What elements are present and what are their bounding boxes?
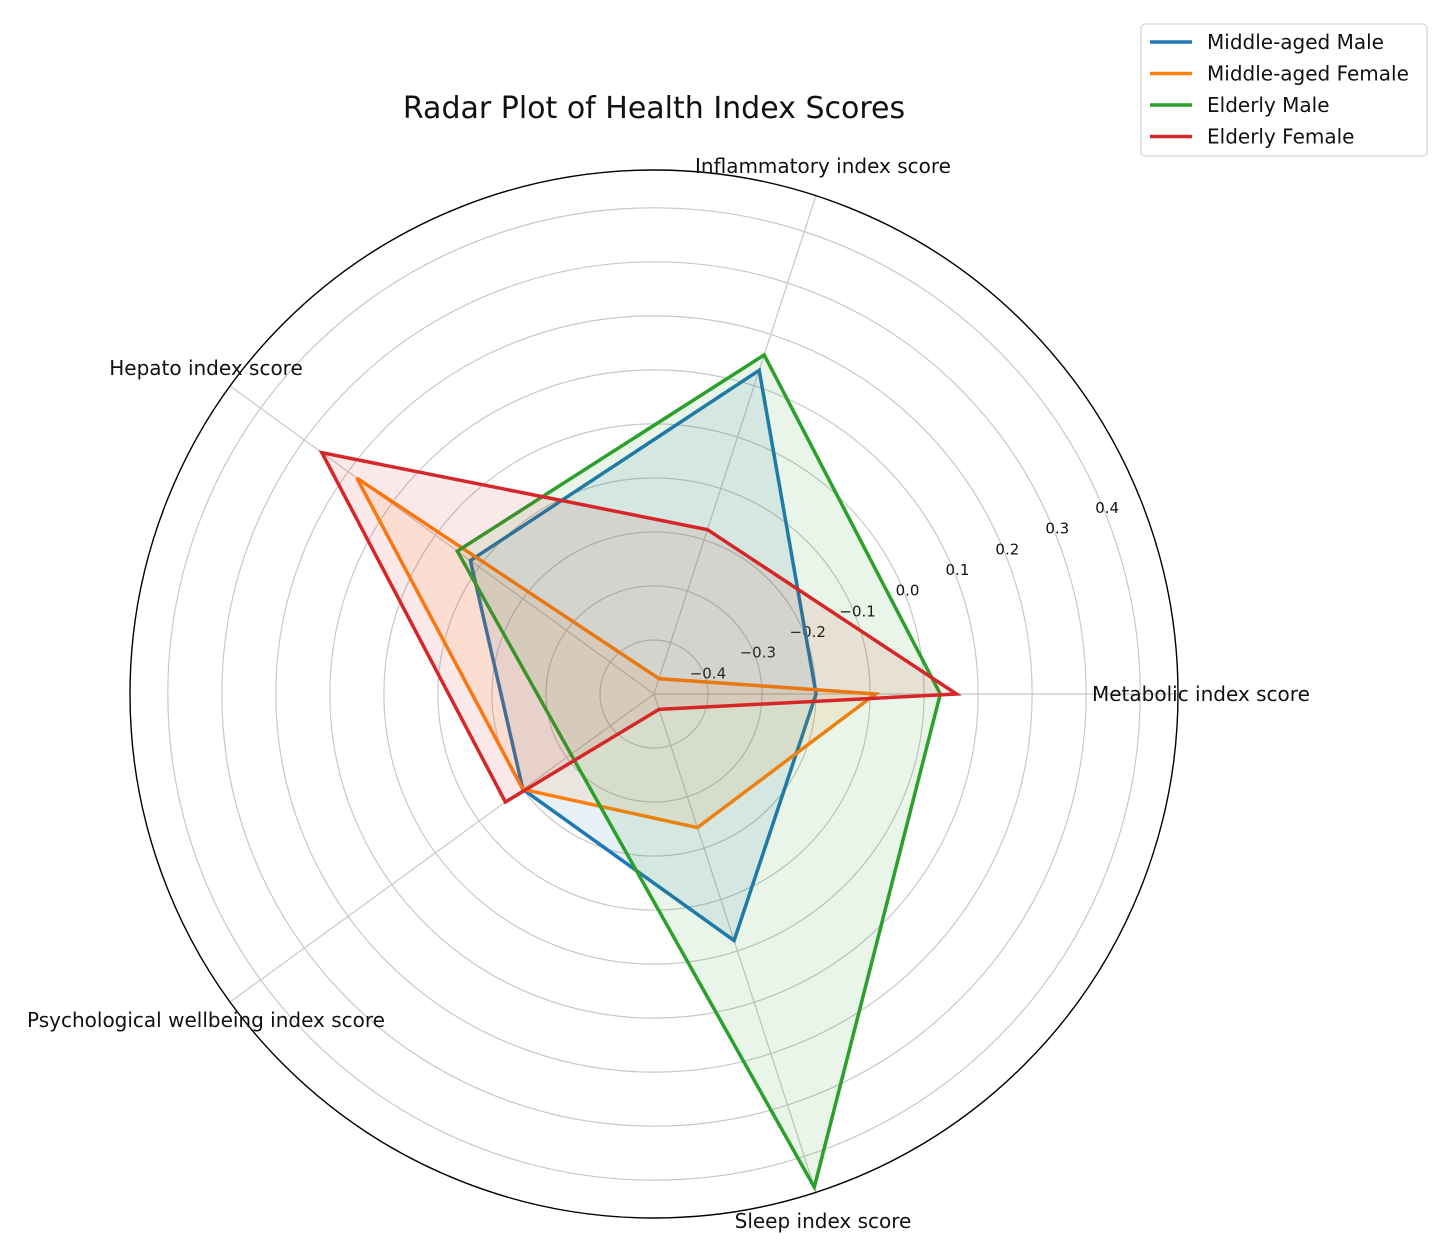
spoke-line — [653, 195, 817, 695]
axis-labels: Metabolic index score Inflammatory index … — [27, 154, 1310, 1233]
spoke-line — [229, 385, 655, 695]
series-line — [468, 367, 818, 944]
legend: Middle-aged Male Middle-aged Female Elderl… — [1140, 23, 1428, 157]
legend-label: Middle-aged Male — [1207, 30, 1384, 54]
legend-label: Elderly Male — [1207, 93, 1330, 117]
radial-tick-label: 0.1 — [946, 561, 970, 579]
series-line — [454, 352, 943, 1192]
radial-tick-label: −0.2 — [790, 623, 826, 641]
series-line — [355, 476, 881, 830]
legend-label: Middle-aged Female — [1207, 62, 1409, 86]
axis-label: Psychological wellbeing index score — [27, 1008, 385, 1032]
radial-tick-label: −0.1 — [839, 602, 875, 620]
radial-tick-label: 0.4 — [1095, 499, 1119, 517]
axis-label: Inflammatory index score — [695, 154, 951, 178]
legend-label: Elderly Female — [1207, 125, 1354, 149]
radial-tick-labels: −0.4 −0.3 −0.2 −0.1 0.0 0.1 0.2 0.3 0.4 — [690, 499, 1119, 682]
radar-frame — [129, 169, 1179, 1219]
radial-tick-label: 0.0 — [896, 582, 920, 600]
series-fill — [321, 452, 957, 802]
axis-label: Hepato index score — [109, 356, 303, 380]
chart-title: Radar Plot of Health Index Scores — [403, 91, 905, 126]
axis-label: Metabolic index score — [1092, 682, 1310, 706]
spoke-line — [229, 693, 655, 1003]
data-series — [318, 352, 962, 1192]
axis-label: Sleep index score — [735, 1209, 912, 1233]
series-line — [318, 450, 962, 805]
radial-tick-label: 0.2 — [995, 540, 1019, 558]
legend-box — [1140, 23, 1428, 157]
radial-tick-label: −0.4 — [690, 664, 726, 682]
radial-tick-label: −0.3 — [740, 644, 776, 662]
radial-tick-label: 0.3 — [1045, 520, 1069, 538]
series-fill — [457, 354, 941, 1188]
